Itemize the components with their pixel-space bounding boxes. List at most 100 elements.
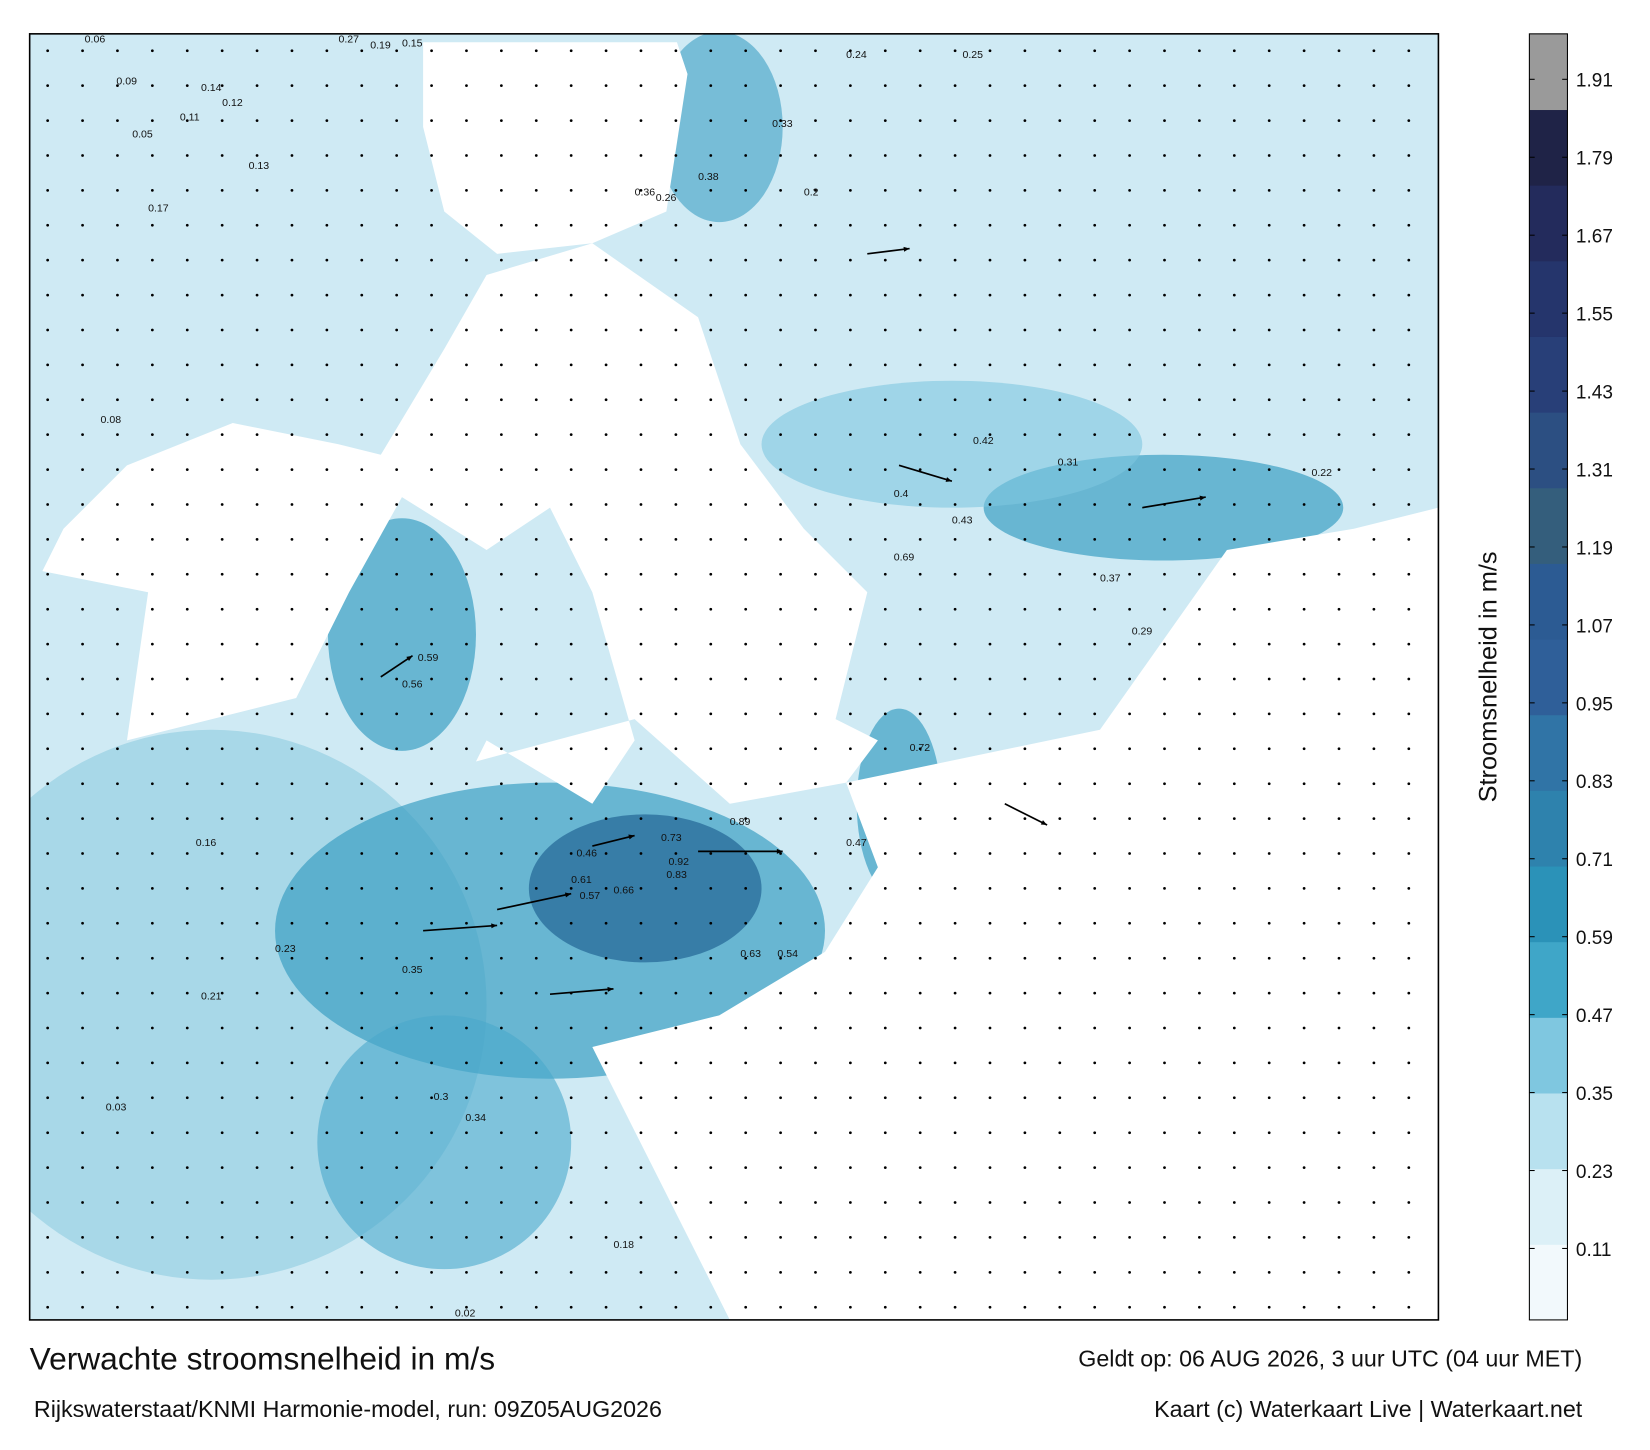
vector-dot [220,887,224,890]
vector-dot [1093,538,1097,541]
vector-dot [849,84,852,88]
vector-dot [46,154,50,157]
vector-dot [814,887,817,890]
vector-dot [465,991,468,995]
vector-dot [1372,468,1376,471]
vector-dot [814,1201,817,1204]
vector-dot [709,712,713,716]
vector-dot [814,84,817,88]
vector-dot [465,433,468,437]
vector-dot [569,258,573,262]
vector-dot [81,433,84,437]
vector-dot [1198,328,1201,332]
vector-dot [1093,1305,1097,1309]
vector-dot [1023,363,1027,367]
vector-dot [883,1270,887,1274]
vector-dot [185,1096,189,1100]
vector-dot [814,258,817,262]
vector-dot [499,852,503,855]
vector-dot [1023,677,1027,681]
vector-dot [849,1026,852,1030]
colorbar-tick-label: 0.95 [1576,694,1613,715]
vector-dot [395,852,399,855]
vector-dot [1337,852,1341,855]
vector-dot [185,538,189,541]
vector-dot [1372,1061,1376,1065]
vector-dot [1232,782,1236,786]
speed-label: 0.36 [635,187,656,199]
vector-dot [639,677,643,681]
vector-dot [604,677,608,681]
vector-dot [290,1026,294,1030]
vector-dot [1232,84,1236,88]
vector-dot [534,782,538,786]
vector-dot [814,1061,817,1065]
vector-dot [1302,293,1306,297]
vector-dot [1058,538,1062,541]
speed-label: 0.61 [571,874,592,886]
vector-dot [639,1026,643,1030]
vector-dot [1267,363,1271,367]
vector-dot [465,1270,468,1274]
vector-dot [674,433,678,437]
vector-dot [1163,223,1166,227]
vector-dot [849,293,852,297]
vector-dot [1163,887,1166,890]
vector-dot [1407,642,1411,646]
vector-dot [255,782,259,786]
vector-dot [849,363,852,367]
vector-dot [988,328,992,332]
vector-dot [220,363,224,367]
arrow-head [945,477,952,482]
vector-dot [185,991,189,995]
vector-dot [1198,154,1201,157]
vector-dot [1093,677,1097,681]
vector-dot [779,1131,782,1135]
vector-dot [779,782,782,786]
vector-dot [1232,188,1236,192]
vector-dot [1267,398,1271,402]
vector-dot [744,572,748,576]
vector-dot [779,84,782,88]
vector-dot [46,956,50,960]
vector-dot [1128,991,1131,995]
vector-dot [325,49,329,53]
vector-dot [1163,363,1166,367]
vector-dot [604,921,608,925]
vector-dot [744,991,748,995]
speed-label: 0.15 [402,38,423,50]
colorbar-band [1529,1168,1568,1245]
vector-dot [988,1061,992,1065]
vector-dot [918,991,922,995]
vector-dot [814,468,817,471]
vector-dot [185,852,189,855]
vector-dot [81,119,84,122]
vector-dot [674,1131,678,1135]
colorbar-band [1529,866,1568,943]
vector-dot [814,1026,817,1030]
vector-dot [1232,1166,1236,1169]
vector-dot [220,328,224,332]
vector-dot [534,921,538,925]
vector-dot [430,852,433,855]
vector-dot [953,1201,957,1204]
vector-dot [255,1270,259,1274]
vector-dot [395,154,399,157]
vector-dot [604,1131,608,1135]
vector-dot [1232,1026,1236,1030]
vector-dot [569,49,573,53]
vector-dot [220,1305,224,1309]
arrow-head [491,923,498,929]
vector-dot [150,503,154,506]
land [42,243,878,804]
vector-dot [81,1236,84,1239]
vector-dot [953,363,957,367]
vector-dot [604,188,608,192]
vector-dot [290,49,294,53]
vector-dot [709,258,713,262]
vector-dot [1163,538,1166,541]
colorbar-band [1529,33,1568,111]
vector-dot [1232,49,1236,53]
colorbar-tick-label: 1.19 [1576,538,1613,559]
vector-dot [953,258,957,262]
